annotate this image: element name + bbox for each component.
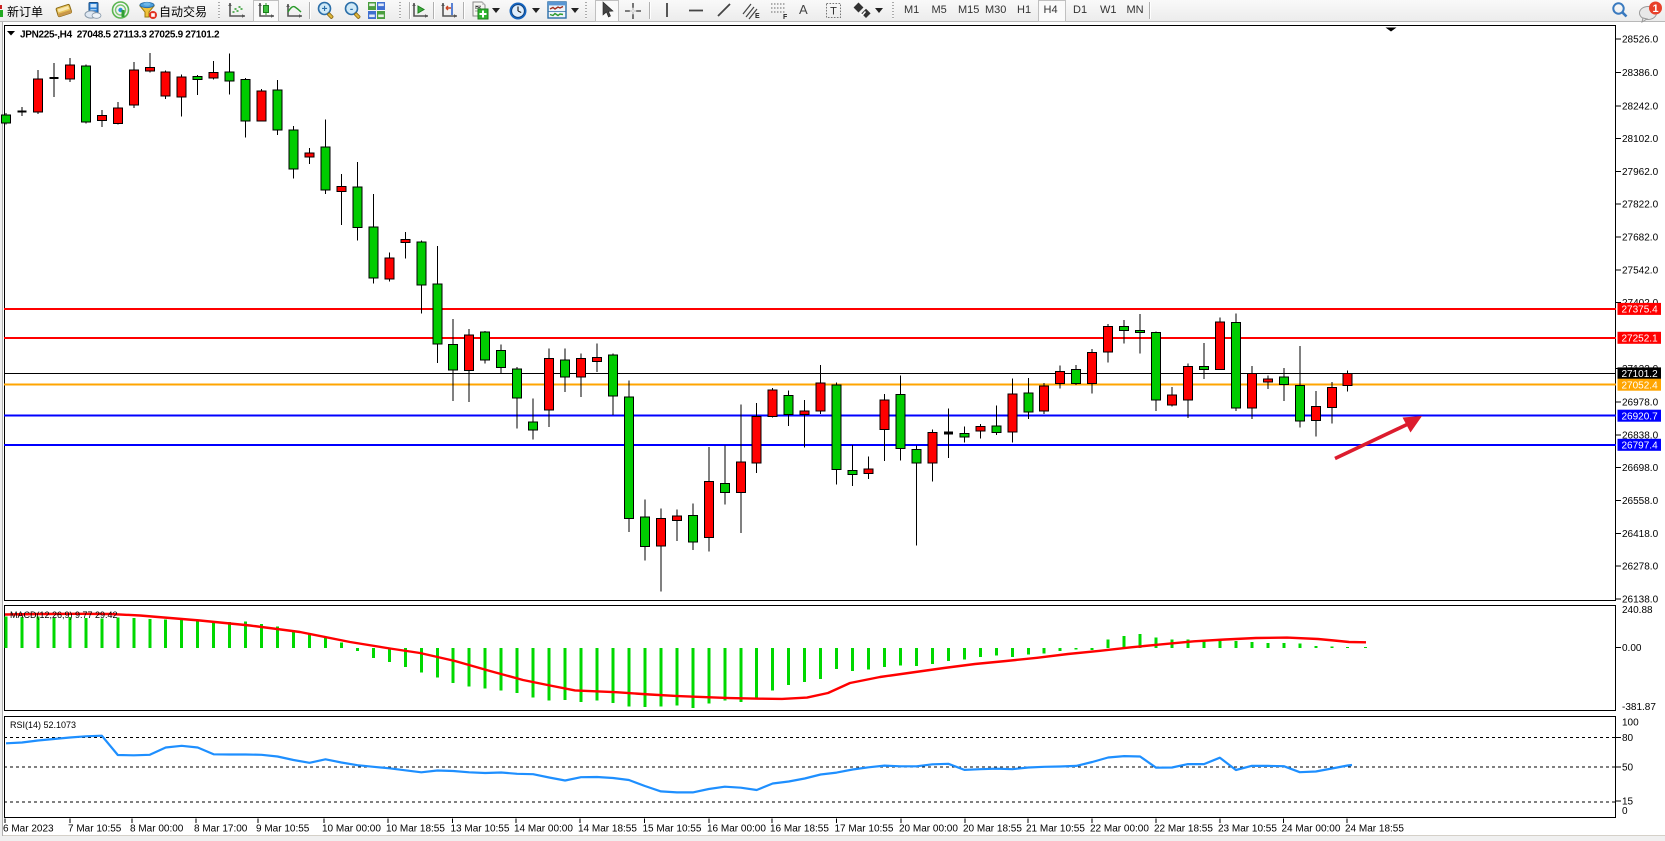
svg-text:27962.0: 27962.0: [1622, 167, 1659, 178]
svg-text:22 Mar 00:00: 22 Mar 00:00: [1090, 824, 1149, 835]
svg-text:27101.2: 27101.2: [1622, 369, 1659, 380]
svg-text:24 Mar 18:55: 24 Mar 18:55: [1345, 824, 1404, 835]
svg-text:8 Mar 17:00: 8 Mar 17:00: [194, 824, 248, 835]
svg-text:27375.4: 27375.4: [1622, 305, 1659, 316]
svg-text:10 Mar 00:00: 10 Mar 00:00: [322, 824, 381, 835]
svg-text:1: 1: [1652, 3, 1658, 15]
svg-text:16 Mar 18:55: 16 Mar 18:55: [770, 824, 829, 835]
svg-text:15: 15: [1622, 797, 1634, 808]
svg-text:26797.4: 26797.4: [1622, 441, 1659, 452]
svg-text:26698.0: 26698.0: [1622, 463, 1659, 474]
svg-text:-381.87: -381.87: [1622, 702, 1656, 713]
svg-text:20 Mar 00:00: 20 Mar 00:00: [899, 824, 958, 835]
svg-text:28102.0: 28102.0: [1622, 134, 1659, 145]
svg-text:0.00: 0.00: [1622, 643, 1642, 654]
svg-text:26920.7: 26920.7: [1622, 412, 1659, 423]
svg-text:14 Mar 00:00: 14 Mar 00:00: [514, 824, 573, 835]
svg-text:15 Mar 10:55: 15 Mar 10:55: [643, 824, 702, 835]
svg-text:26978.0: 26978.0: [1622, 398, 1659, 409]
svg-text:+: +: [322, 4, 328, 15]
svg-text:26138.0: 26138.0: [1622, 595, 1659, 606]
svg-text:16 Mar 00:00: 16 Mar 00:00: [707, 824, 766, 835]
svg-text:80: 80: [1622, 733, 1634, 744]
svg-text:22 Mar 18:55: 22 Mar 18:55: [1154, 824, 1213, 835]
svg-text:28242.0: 28242.0: [1622, 101, 1659, 112]
svg-text:240.88: 240.88: [1622, 605, 1653, 616]
svg-text:9 Mar 10:55: 9 Mar 10:55: [256, 824, 310, 835]
svg-text:26558.0: 26558.0: [1622, 496, 1659, 507]
svg-text:17 Mar 10:55: 17 Mar 10:55: [835, 824, 894, 835]
svg-text:27252.1: 27252.1: [1622, 334, 1659, 345]
svg-text:26278.0: 26278.0: [1622, 562, 1659, 573]
svg-text:14 Mar 18:55: 14 Mar 18:55: [578, 824, 637, 835]
svg-text:27542.0: 27542.0: [1622, 265, 1659, 276]
svg-text:26418.0: 26418.0: [1622, 529, 1659, 540]
svg-text:50: 50: [1622, 762, 1634, 773]
svg-text:21 Mar 10:55: 21 Mar 10:55: [1026, 824, 1085, 835]
svg-text:27682.0: 27682.0: [1622, 233, 1659, 244]
svg-text:F: F: [783, 14, 788, 21]
svg-text:T: T: [830, 6, 837, 18]
svg-text:10 Mar 18:55: 10 Mar 18:55: [386, 824, 445, 835]
svg-text:MACD(12,26,9) 9.77 29.42: MACD(12,26,9) 9.77 29.42: [10, 610, 118, 620]
svg-text:8 Mar 00:00: 8 Mar 00:00: [130, 824, 184, 835]
svg-text:28386.0: 28386.0: [1622, 68, 1659, 79]
svg-text:E: E: [755, 13, 760, 20]
svg-text:-: -: [350, 4, 353, 15]
svg-text:27822.0: 27822.0: [1622, 200, 1659, 211]
svg-text:26838.0: 26838.0: [1622, 430, 1659, 441]
svg-text:JPN225-,H4 27048.5 27113.3 27: JPN225-,H4 27048.5 27113.3 27025.9 27101…: [20, 29, 220, 40]
svg-text:100: 100: [1622, 718, 1639, 729]
svg-text:28526.0: 28526.0: [1622, 35, 1659, 46]
svg-text:7 Mar 10:55: 7 Mar 10:55: [68, 824, 122, 835]
svg-text:24 Mar 00:00: 24 Mar 00:00: [1282, 824, 1341, 835]
svg-text:27052.4: 27052.4: [1622, 381, 1659, 392]
svg-text:20 Mar 18:55: 20 Mar 18:55: [963, 824, 1022, 835]
svg-text:23 Mar 10:55: 23 Mar 10:55: [1218, 824, 1277, 835]
svg-text:6 Mar 2023: 6 Mar 2023: [3, 824, 54, 835]
svg-text:13 Mar 10:55: 13 Mar 10:55: [451, 824, 510, 835]
svg-text:0: 0: [1622, 806, 1628, 817]
svg-text:RSI(14) 52.1073: RSI(14) 52.1073: [10, 720, 76, 730]
